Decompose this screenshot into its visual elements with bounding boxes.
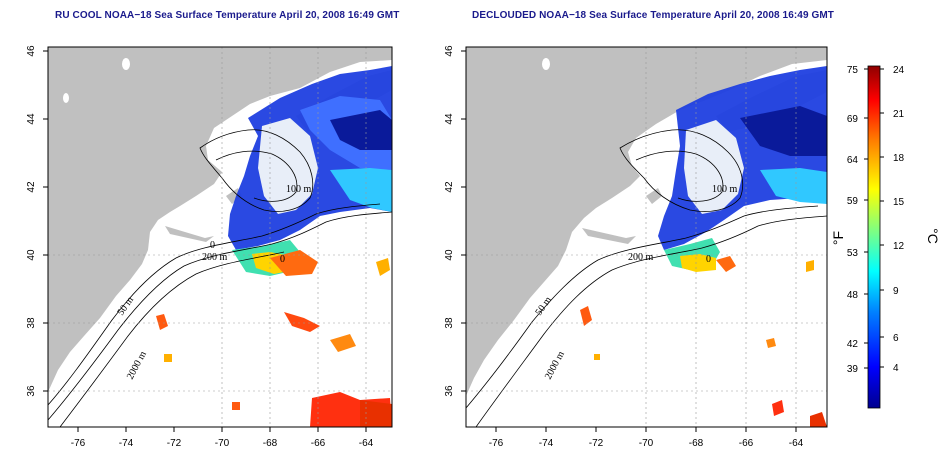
x-tick-label: -72 <box>167 438 182 449</box>
celsius-tick: 21 <box>893 109 905 120</box>
lake <box>122 58 130 70</box>
y-tick-label: 44 <box>26 113 37 125</box>
lake <box>542 58 550 70</box>
x-tick-label: -74 <box>119 438 134 449</box>
contour-label-200m: 200 m <box>202 252 228 263</box>
map-grid <box>466 47 827 427</box>
map-panel-right: 100 m 200 m 50 m 2000 m 0 <box>466 47 827 427</box>
bathymetry-contours <box>466 129 827 427</box>
warm-patch <box>810 412 827 427</box>
map-title-left: RU COOL NOAA−18 Sea Surface Temperature … <box>55 10 400 21</box>
fahrenheit-unit-label: °F <box>830 231 846 245</box>
x-tick-label: -72 <box>589 438 604 449</box>
map-grid <box>48 47 392 427</box>
x-tick-label: -68 <box>689 438 704 449</box>
fahrenheit-tick: 64 <box>847 155 859 166</box>
x-tick-label: -64 <box>789 438 804 449</box>
land-mass <box>48 47 392 392</box>
x-tick-label: -74 <box>539 438 554 449</box>
x-tick-label: -70 <box>215 438 230 449</box>
x-tick-label: -66 <box>311 438 326 449</box>
contour-label-200m: 200 m <box>628 252 654 263</box>
axis-ticks-right <box>461 50 797 432</box>
fahrenheit-tick: 42 <box>847 339 859 350</box>
warm-patch <box>716 256 736 272</box>
y-tick-label: 38 <box>26 317 37 329</box>
gulf-of-maine-clouded <box>684 120 744 214</box>
celsius-tick: 24 <box>893 65 905 76</box>
y-tick-label: 42 <box>444 181 455 193</box>
y-tick-label: 42 <box>26 181 37 193</box>
contour-label-100m: 100 m <box>712 184 738 195</box>
y-tick-label: 46 <box>26 45 37 57</box>
map-frame-left <box>47 46 393 428</box>
celsius-tick: 9 <box>893 286 899 297</box>
y-tick-label: 36 <box>444 385 455 397</box>
fahrenheit-tick: 75 <box>847 65 859 76</box>
contour-label-100m: 100 m <box>286 184 312 195</box>
contour-label-0: 0 <box>280 254 285 265</box>
warm-patch <box>376 258 390 276</box>
celsius-tick: 15 <box>893 197 905 208</box>
fahrenheit-tick: 53 <box>847 248 859 259</box>
x-tick-label: -76 <box>71 438 86 449</box>
long-island <box>165 226 214 242</box>
gulf-of-maine-clouded <box>258 118 318 214</box>
cool-front <box>760 168 827 204</box>
fahrenheit-tick: 59 <box>847 196 859 207</box>
x-tick-label: -68 <box>263 438 278 449</box>
colorbar-gradient <box>867 65 881 409</box>
celsius-tick: 18 <box>893 153 905 164</box>
map-title-right: DECLOUDED NOAA−18 Sea Surface Temperatur… <box>472 10 835 21</box>
warm-patch <box>772 400 784 416</box>
axis-ticks-left <box>43 50 367 432</box>
x-tick-label: -76 <box>489 438 504 449</box>
colorbar: 75 69 64 59 53 48 42 39 24 21 18 15 12 9… <box>830 65 941 409</box>
gulf-stream-patch <box>270 250 318 276</box>
warm-patch <box>164 354 172 362</box>
map-panel-left: 100 m 200 m 50 m 2000 m 0 0 <box>48 47 392 427</box>
warm-patch <box>580 306 592 326</box>
celsius-unit-label: °C <box>925 228 941 244</box>
warm-patch <box>806 260 814 272</box>
fahrenheit-tick: 69 <box>847 114 859 125</box>
y-tick-label: 40 <box>444 249 455 261</box>
coldest-water <box>330 110 392 150</box>
x-tick-label: -64 <box>359 438 374 449</box>
y-tick-label: 40 <box>26 249 37 261</box>
warm-patch <box>156 314 168 330</box>
long-island <box>582 228 636 244</box>
warm-patch <box>330 334 356 352</box>
warm-patch <box>360 400 392 427</box>
coldest-water <box>740 106 827 156</box>
y-tick-label: 44 <box>444 113 455 125</box>
contour-label-0: 0 <box>706 254 711 265</box>
x-tick-label: -70 <box>639 438 654 449</box>
fahrenheit-tick: 48 <box>847 290 859 301</box>
lake <box>63 93 69 103</box>
fahrenheit-tick: 39 <box>847 364 859 375</box>
warm-patch <box>232 402 240 410</box>
celsius-tick: 6 <box>893 333 899 344</box>
celsius-tick: 12 <box>893 241 905 252</box>
x-tick-label: -66 <box>739 438 754 449</box>
warm-patch <box>594 354 600 360</box>
celsius-tick: 4 <box>893 363 899 374</box>
contour-label-0: 0 <box>210 240 215 251</box>
warm-front <box>680 254 716 272</box>
cool-front <box>330 168 392 212</box>
land-mass <box>466 47 827 396</box>
warm-patch <box>766 338 776 348</box>
y-tick-label: 36 <box>26 385 37 397</box>
y-tick-label: 38 <box>444 317 455 329</box>
cape-cod <box>646 188 662 204</box>
warm-patch <box>284 312 320 332</box>
y-tick-label: 46 <box>444 45 455 57</box>
